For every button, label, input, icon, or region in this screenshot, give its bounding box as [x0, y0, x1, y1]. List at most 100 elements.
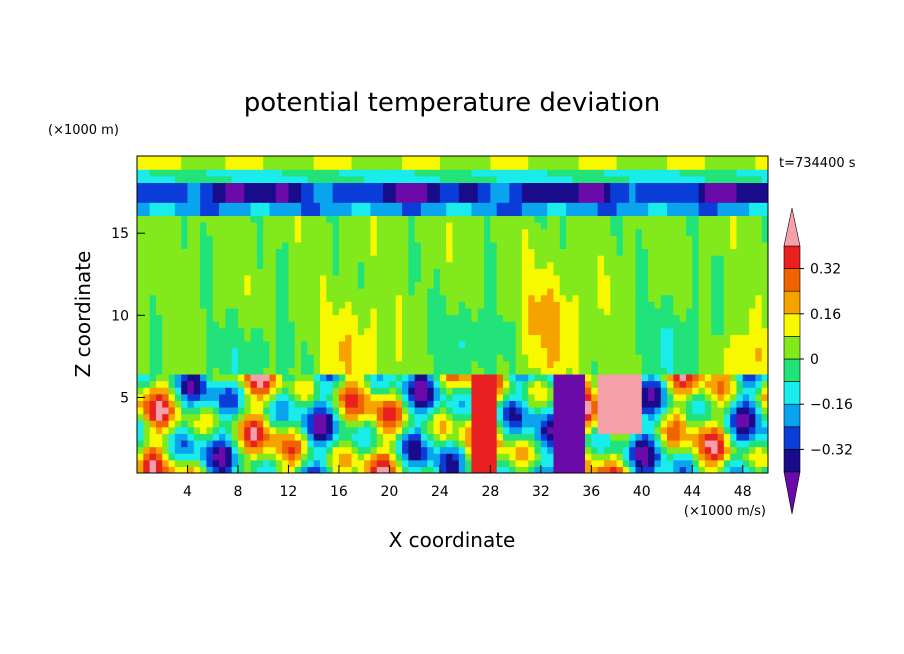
contour-cell — [635, 439, 643, 448]
contour-cell — [231, 208, 239, 217]
contour-cell — [187, 301, 195, 309]
contour-cell — [351, 241, 359, 250]
contour-cell — [338, 215, 346, 223]
contour-cell — [357, 274, 365, 283]
contour-cell — [591, 202, 599, 210]
contour-cell — [250, 446, 258, 454]
contour-cell — [137, 413, 144, 421]
contour-cell — [736, 340, 744, 349]
contour-cell — [307, 208, 315, 217]
contour-cell — [357, 307, 365, 316]
contour-cell — [704, 241, 712, 250]
contour-cell — [269, 334, 277, 342]
contour-cell — [471, 268, 479, 276]
contour-cell — [181, 274, 189, 283]
contour-cell — [225, 268, 233, 276]
contour-cell — [622, 354, 630, 362]
contour-cell — [357, 208, 365, 217]
contour-cell — [155, 228, 163, 236]
contour-cell — [761, 466, 768, 473]
contour-cell — [610, 453, 618, 461]
x-tick-label: 12 — [280, 484, 298, 500]
colorbar-segment — [783, 290, 801, 315]
contour-cell — [477, 446, 485, 454]
contour-cell — [723, 169, 731, 177]
contour-cell — [610, 380, 618, 388]
contour-cell — [641, 268, 649, 276]
contour-cell — [187, 426, 195, 434]
contour-cell — [679, 380, 687, 388]
contour-cell — [294, 380, 302, 388]
contour-cell — [155, 261, 163, 269]
contour-cell — [408, 354, 416, 362]
contour-cell — [294, 261, 302, 269]
contour-cell — [603, 327, 611, 335]
contour-cell — [206, 301, 214, 309]
contour-cell — [603, 439, 611, 448]
contour-cell — [219, 439, 226, 448]
contour-cell — [566, 156, 573, 164]
contour-cell — [288, 466, 296, 473]
contour-cell — [622, 307, 630, 316]
contour-cell — [540, 373, 548, 382]
contour-cell — [685, 189, 693, 197]
contour-cell — [704, 274, 712, 283]
contour-cell — [629, 459, 637, 467]
contour-cell — [547, 347, 555, 355]
contour-cell — [155, 241, 163, 250]
contour-cell — [540, 261, 548, 269]
contour-cell — [622, 182, 630, 190]
contour-cell — [711, 406, 719, 415]
contour-cell — [168, 373, 176, 382]
contour-cell — [692, 182, 700, 190]
contour-cell — [237, 406, 245, 415]
contour-cell — [704, 248, 712, 256]
contour-cell — [553, 340, 561, 349]
contour-cell — [534, 466, 542, 473]
contour-cell — [155, 156, 163, 164]
contour-cell — [282, 393, 290, 401]
contour-cell — [591, 228, 599, 236]
contour-cell — [465, 406, 473, 415]
contour-cell — [528, 393, 536, 401]
contour-cell — [610, 420, 618, 428]
contour-cell — [357, 321, 365, 329]
contour-cell — [414, 202, 422, 210]
contour-cell — [616, 340, 624, 349]
contour-cell — [692, 307, 700, 316]
contour-cell — [439, 340, 447, 349]
contour-cell — [256, 202, 264, 210]
contour-cell — [509, 169, 517, 177]
contour-cell — [244, 261, 252, 269]
contour-cell — [534, 281, 542, 289]
contour-cell — [553, 314, 561, 322]
contour-cell — [143, 175, 151, 184]
contour-cell — [338, 453, 346, 461]
contour-cell — [452, 255, 460, 263]
contour-cell — [162, 294, 170, 302]
contour-cell — [585, 228, 592, 236]
contour-cell — [370, 182, 378, 190]
contour-cell — [654, 228, 662, 236]
contour-cell — [597, 334, 605, 342]
contour-cell — [200, 156, 208, 164]
contour-cell — [667, 439, 674, 448]
contour-cell — [187, 268, 195, 276]
contour-cell — [231, 175, 239, 184]
contour-cell — [364, 459, 372, 467]
contour-cell — [465, 446, 473, 454]
contour-cell — [603, 373, 611, 382]
contour-cell — [137, 274, 144, 283]
contour-cell — [174, 235, 182, 243]
contour-cell — [364, 334, 372, 342]
contour-cell — [534, 195, 542, 203]
contour-cell — [137, 347, 144, 355]
contour-cell — [294, 301, 302, 309]
contour-cell — [515, 400, 523, 408]
contour-cell — [155, 354, 163, 362]
contour-cell — [307, 189, 315, 197]
contour-cell — [162, 261, 170, 269]
contour-cell — [465, 426, 473, 434]
contour-cell — [162, 268, 170, 276]
contour-cell — [585, 360, 592, 368]
